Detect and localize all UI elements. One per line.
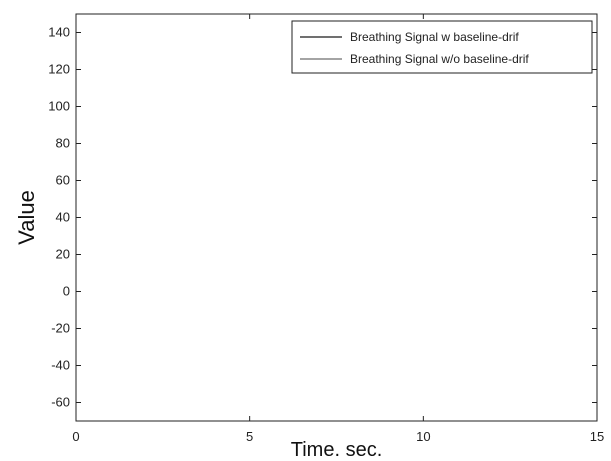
y-axis-title: Value xyxy=(14,190,39,245)
legend-label-1: Breathing Signal w baseline-drif xyxy=(350,30,519,44)
y-tick-label: 60 xyxy=(56,173,70,188)
x-tick-label: 10 xyxy=(416,429,430,444)
x-axis-title: Time. sec. xyxy=(291,439,383,461)
legend: Breathing Signal w baseline-drif Breathin… xyxy=(291,20,593,74)
y-tick-label: 80 xyxy=(56,136,70,151)
y-tick-label: 20 xyxy=(56,247,70,262)
y-tick-label: 100 xyxy=(48,99,70,114)
y-tick-label: 120 xyxy=(48,62,70,77)
plot-frame xyxy=(75,13,598,422)
legend-label-2: Breathing Signal w/o baseline-drif xyxy=(350,52,529,66)
y-tick-label: 0 xyxy=(63,284,70,299)
legend-box xyxy=(291,20,593,74)
x-tick-label: 5 xyxy=(246,429,253,444)
y-tick-label: -60 xyxy=(51,395,70,410)
axes: -60 -40 -20 0 20 40 60 80 100 120 140 0 5 10 15 xyxy=(48,13,604,444)
y-tick-label: 40 xyxy=(56,210,70,225)
x-tick-label: 15 xyxy=(590,429,604,444)
y-tick-label: -40 xyxy=(51,358,70,373)
y-tick-label: -20 xyxy=(51,321,70,336)
y-tick-label: 140 xyxy=(48,25,70,40)
x-tick-label: 0 xyxy=(72,429,79,444)
